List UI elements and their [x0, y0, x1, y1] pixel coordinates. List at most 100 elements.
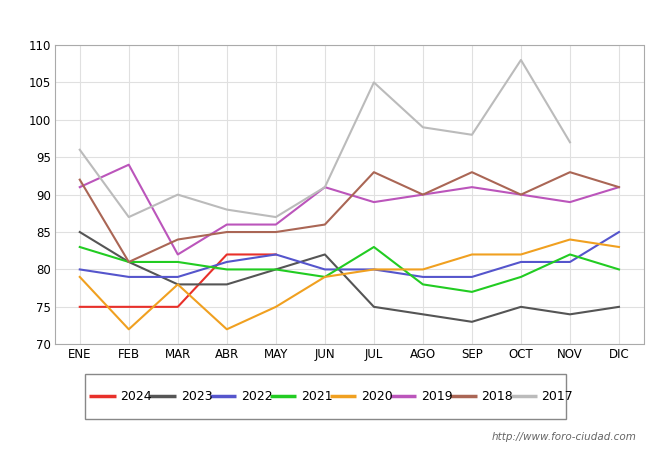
2019: [223, 222, 231, 227]
Line: 2021: 2021: [80, 247, 619, 292]
Line: 2018: 2018: [80, 172, 619, 262]
2022: [615, 230, 623, 235]
2023: [76, 230, 84, 235]
2019: [370, 199, 378, 205]
2018: [76, 177, 84, 182]
2022: [223, 259, 231, 265]
2017: [517, 57, 525, 63]
2020: [615, 244, 623, 250]
Text: http://www.foro-ciudad.com: http://www.foro-ciudad.com: [492, 432, 637, 442]
Text: 2022: 2022: [241, 390, 272, 402]
2020: [223, 327, 231, 332]
Text: 2018: 2018: [481, 390, 513, 402]
2024: [76, 304, 84, 310]
2018: [321, 222, 329, 227]
2019: [76, 184, 84, 190]
2017: [174, 192, 182, 197]
2024: [125, 304, 133, 310]
2023: [321, 252, 329, 257]
2020: [125, 327, 133, 332]
2019: [566, 199, 574, 205]
2020: [272, 304, 280, 310]
2023: [174, 282, 182, 287]
2021: [419, 282, 427, 287]
2021: [517, 274, 525, 279]
2019: [419, 192, 427, 197]
2020: [370, 267, 378, 272]
2018: [370, 170, 378, 175]
2021: [321, 274, 329, 279]
2024: [174, 304, 182, 310]
2023: [566, 311, 574, 317]
2021: [223, 267, 231, 272]
2019: [174, 252, 182, 257]
2019: [272, 222, 280, 227]
2017: [272, 214, 280, 220]
2017: [370, 80, 378, 85]
2021: [272, 267, 280, 272]
2023: [517, 304, 525, 310]
2017: [468, 132, 476, 138]
2017: [223, 207, 231, 212]
2019: [468, 184, 476, 190]
2019: [321, 184, 329, 190]
2023: [468, 319, 476, 324]
2017: [566, 140, 574, 145]
2022: [125, 274, 133, 279]
2024: [272, 252, 280, 257]
2021: [125, 259, 133, 265]
Line: 2020: 2020: [80, 239, 619, 329]
2020: [566, 237, 574, 242]
Text: 2023: 2023: [181, 390, 213, 402]
2018: [517, 192, 525, 197]
2019: [517, 192, 525, 197]
2019: [125, 162, 133, 167]
Text: 2021: 2021: [301, 390, 333, 402]
2020: [174, 282, 182, 287]
Text: 2024: 2024: [120, 390, 152, 402]
2018: [468, 170, 476, 175]
2024: [223, 252, 231, 257]
Text: 2020: 2020: [361, 390, 393, 402]
2018: [419, 192, 427, 197]
2021: [174, 259, 182, 265]
2022: [370, 267, 378, 272]
2023: [125, 259, 133, 265]
2021: [76, 244, 84, 250]
2020: [321, 274, 329, 279]
2020: [517, 252, 525, 257]
2022: [419, 274, 427, 279]
2022: [272, 252, 280, 257]
2022: [321, 267, 329, 272]
2022: [76, 267, 84, 272]
2022: [174, 274, 182, 279]
2023: [615, 304, 623, 310]
2018: [615, 184, 623, 190]
2021: [615, 267, 623, 272]
2017: [125, 214, 133, 220]
Line: 2024: 2024: [80, 255, 276, 307]
Text: 2019: 2019: [421, 390, 453, 402]
2022: [468, 274, 476, 279]
2022: [566, 259, 574, 265]
2018: [223, 230, 231, 235]
Line: 2022: 2022: [80, 232, 619, 277]
2020: [419, 267, 427, 272]
Line: 2017: 2017: [80, 60, 570, 217]
2021: [566, 252, 574, 257]
2023: [223, 282, 231, 287]
Line: 2019: 2019: [80, 165, 619, 255]
2018: [272, 230, 280, 235]
2018: [174, 237, 182, 242]
2020: [468, 252, 476, 257]
2019: [615, 184, 623, 190]
2023: [272, 267, 280, 272]
2018: [125, 259, 133, 265]
2021: [468, 289, 476, 295]
2017: [76, 147, 84, 153]
2017: [419, 125, 427, 130]
2018: [566, 170, 574, 175]
2021: [370, 244, 378, 250]
2020: [76, 274, 84, 279]
Line: 2023: 2023: [80, 232, 619, 322]
